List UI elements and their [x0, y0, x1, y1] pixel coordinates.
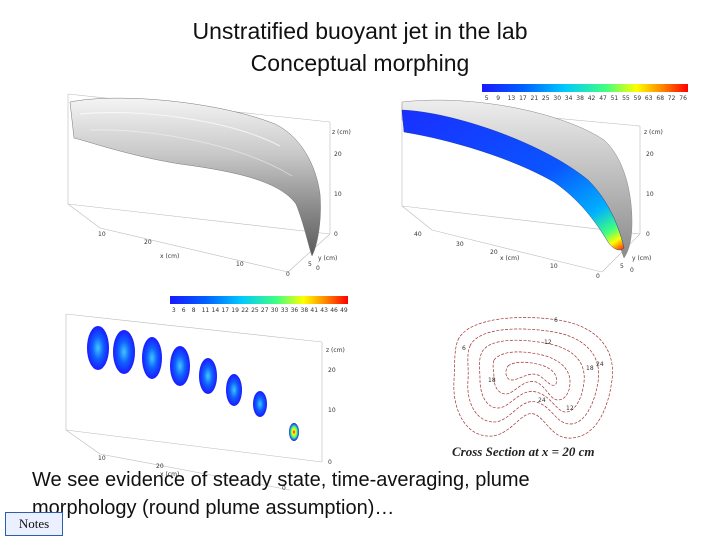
z-axis-label: z (cm) — [644, 129, 663, 136]
slide-title-line2: Conceptual morphing — [250, 50, 470, 76]
contour-label: 18 — [488, 377, 496, 384]
slide-body-text: We see evidence of steady state, time-av… — [32, 469, 530, 519]
slices-plot: 3 6 8 11 14 17 19 22 25 27 30 33 36 38 41 43 46 49 z (cm)… — [65, 296, 348, 492]
colorbar-tick-label: 46 — [330, 307, 338, 314]
x-axis-label: x (cm) — [160, 471, 179, 478]
x-tick: 30 — [456, 241, 464, 248]
y-tick: 0 — [630, 267, 634, 274]
colorbar-tick-label: 9 — [496, 95, 500, 102]
colorbar-tick-label: 55 — [622, 95, 630, 102]
colorbar-tick-label: 27 — [261, 307, 269, 314]
contour-label: 12 — [566, 405, 574, 412]
y-axis-label: y (cm) — [632, 255, 651, 262]
contour-label: 24 — [538, 397, 546, 404]
y-axis-label: y (cm) — [318, 255, 337, 262]
colorbar-tick-label: 25 — [251, 307, 259, 314]
colorbar-tick-label: 34 — [565, 95, 573, 102]
x-tick: 10 — [236, 261, 244, 268]
x-tick: 40 — [414, 231, 422, 238]
z-axis-label: z (cm) — [332, 129, 351, 136]
x-tick: 20 — [156, 463, 164, 470]
x-tick: 0 — [282, 485, 286, 492]
x-axis-label: x (cm) — [160, 253, 179, 260]
grey-jet-surface — [69, 97, 321, 257]
cross-section-caption: Cross Section at x = 20 cm — [452, 444, 595, 459]
colorbar-tick-label: 30 — [553, 95, 561, 102]
z-tick: 20 — [334, 151, 342, 158]
x-tick: 20 — [490, 249, 498, 256]
z-tick: 20 — [646, 151, 654, 158]
colorbar-tick-label: 6 — [182, 307, 186, 314]
colorbar-tick-label: 19 — [231, 307, 239, 314]
colorbar-tick-label: 13 — [508, 95, 516, 102]
x-axis-label: x (cm) — [500, 255, 519, 262]
colorbar-tick-label: 42 — [588, 95, 596, 102]
colorbar-tick-label: 3 — [172, 307, 176, 314]
colorbar-tick-label: 25 — [542, 95, 550, 102]
colorbar-tick-label: 8 — [192, 307, 196, 314]
colorbar — [170, 296, 348, 304]
colorbar-tick-label: 5 — [485, 95, 489, 102]
isosurface-plot: z (cm) 20 10 0 x (cm) 10 20 10 0 y (cm) … — [67, 93, 351, 278]
colored-jet-plot: 5 9 13 17 21 25 30 34 38 42 47 51 55 59 63 68 72 76 z (cm… — [401, 84, 688, 280]
z-tick: 20 — [328, 367, 336, 374]
colorbar-tick-label: 30 — [271, 307, 279, 314]
x-tick: 20 — [144, 239, 152, 246]
z-tick: 0 — [646, 231, 650, 238]
x-tick: 0 — [596, 273, 600, 280]
velocity-slices — [87, 326, 299, 441]
x-tick: 10 — [98, 231, 106, 238]
colorbar-tick-label: 14 — [212, 307, 220, 314]
colorbar-tick-label: 38 — [301, 307, 309, 314]
colorbar-tick-label: 59 — [634, 95, 642, 102]
colorbar-tick-label: 33 — [281, 307, 289, 314]
contour-label: 24 — [596, 361, 604, 368]
z-tick: 10 — [328, 407, 336, 414]
y-tick: 0 — [316, 265, 320, 272]
notes-button[interactable]: Notes — [5, 512, 63, 536]
colorbar-tick-label: 72 — [668, 95, 676, 102]
colorbar-tick-label: 38 — [576, 95, 584, 102]
z-tick: 0 — [334, 231, 338, 238]
colorbar-tick-label: 63 — [645, 95, 653, 102]
slide-title-line1: Unstratified buoyant jet in the lab — [192, 18, 528, 44]
colorbar-tick-label: 11 — [202, 307, 210, 314]
contour-label: 6 — [554, 317, 558, 324]
x-tick: 0 — [286, 271, 290, 278]
y-tick: 5 — [308, 261, 312, 268]
x-tick: 10 — [550, 263, 558, 270]
colorbar-tick-label: 22 — [241, 307, 249, 314]
x-tick: 10 — [98, 455, 106, 462]
colorbar-tick-label: 21 — [531, 95, 539, 102]
colorbar-tick-label: 47 — [599, 95, 607, 102]
colorbar-tick-label: 68 — [656, 95, 664, 102]
z-tick: 10 — [334, 191, 342, 198]
z-tick: 0 — [328, 459, 332, 466]
colorbar-tick-label: 49 — [340, 307, 348, 314]
colorbar-tick-label: 41 — [310, 307, 318, 314]
colorbar-tick-label: 51 — [611, 95, 619, 102]
colorbar-tick-label: 36 — [291, 307, 299, 314]
contour-label: 18 — [586, 365, 594, 372]
colorbar-tick-label: 17 — [221, 307, 229, 314]
colorbar-ticks: 3 6 8 11 14 17 19 22 25 27 30 33 36 38 41 43 46 49 — [172, 307, 348, 314]
z-tick: 10 — [646, 191, 654, 198]
z-axis-label: z (cm) — [326, 347, 345, 354]
colorbar — [482, 84, 688, 92]
colorbar-tick-label: 17 — [519, 95, 527, 102]
colorbar-tick-label: 76 — [679, 95, 687, 102]
colorbar-tick-label: 43 — [320, 307, 328, 314]
colorbar-ticks: 5 9 13 17 21 25 30 34 38 42 47 51 55 59 63 68 72 76 — [485, 95, 687, 102]
contour-label: 12 — [544, 339, 552, 346]
y-tick: 5 — [620, 263, 624, 270]
jet-velocity-field — [401, 109, 625, 251]
contour-label: 6 — [462, 345, 466, 352]
